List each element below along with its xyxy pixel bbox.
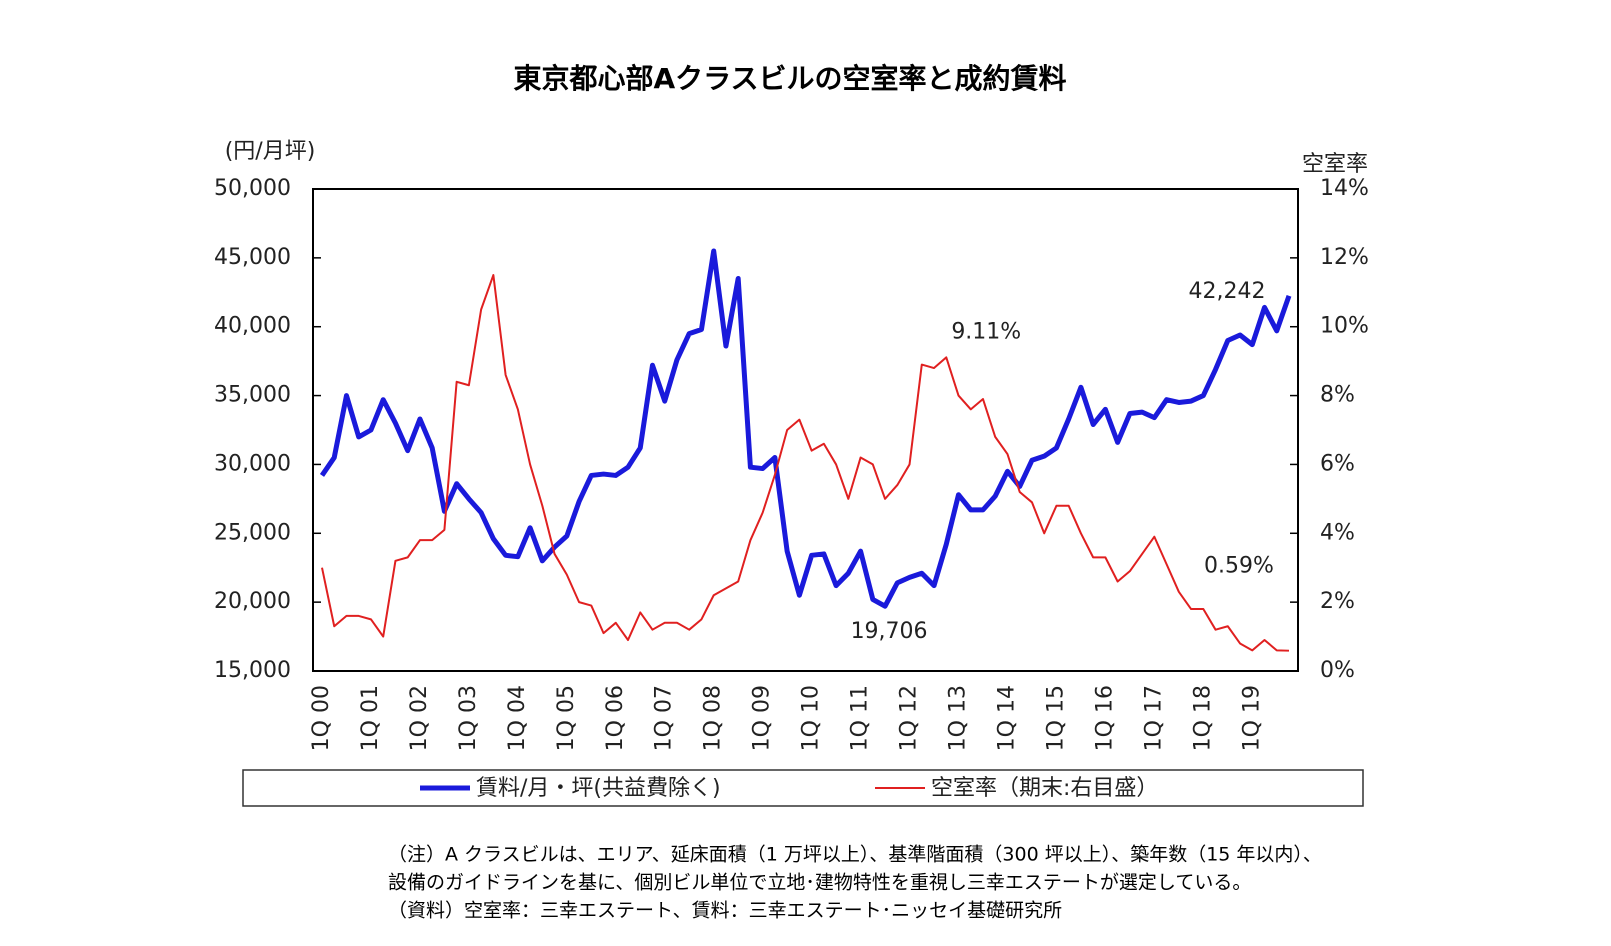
x-tick-label: 1Q 12	[897, 685, 922, 751]
y2-axis-label: 空室率	[1302, 152, 1368, 177]
data-label: 9.11%	[951, 319, 1021, 344]
x-tick-label: 1Q 05	[554, 685, 579, 751]
note: （資料）空室率：三幸エステート、賃料：三幸エステート･ニッセイ基礎研究所	[388, 900, 1062, 922]
chart-title: 東京都心部Aクラスビルの空室率と成約賃料	[513, 62, 1066, 95]
y-axis-label: (円/月坪)	[225, 139, 316, 164]
y2-tick-label: 6%	[1320, 451, 1355, 476]
x-tick-label: 1Q 13	[946, 685, 971, 751]
x-tick-label: 1Q 06	[603, 685, 628, 751]
x-tick-label: 1Q 14	[994, 685, 1019, 751]
x-tick-label: 1Q 02	[407, 685, 432, 751]
x-tick-label: 1Q 08	[701, 685, 726, 751]
data-label: 19,706	[851, 619, 928, 644]
x-tick-label: 1Q 07	[652, 685, 677, 751]
x-tick-label: 1Q 19	[1239, 685, 1264, 751]
data-label: 42,242	[1189, 279, 1266, 304]
x-tick-label: 1Q 03	[456, 685, 481, 751]
x-tick-label: 1Q 16	[1092, 685, 1117, 751]
y-tick-label: 20,000	[214, 589, 291, 614]
x-tick-label: 1Q 11	[848, 685, 873, 751]
y2-tick-label: 8%	[1320, 383, 1355, 408]
x-tick-label: 1Q 04	[505, 685, 530, 751]
data-label: 0.59%	[1204, 554, 1274, 579]
y-tick-label: 30,000	[214, 451, 291, 476]
y-tick-label: 35,000	[214, 383, 291, 408]
y-tick-label: 15,000	[214, 658, 291, 683]
x-tick-label: 1Q 00	[309, 685, 334, 751]
plot-frame	[312, 188, 1299, 672]
note: 設備のガイドラインを基に、個別ビル単位で立地･建物特性を重視し三幸エステートが選…	[388, 872, 1251, 894]
y2-tick-label: 14%	[1320, 176, 1369, 201]
series-line	[321, 274, 1290, 652]
x-tick-label: 1Q 10	[799, 685, 824, 751]
y2-tick-label: 2%	[1320, 589, 1355, 614]
x-tick-label: 1Q 01	[358, 685, 383, 751]
note: （注）A クラスビルは、エリア、延床面積（1 万坪以上）、基準階面積（300 坪…	[388, 844, 1322, 866]
x-tick-label: 1Q 09	[750, 685, 775, 751]
x-tick-label: 1Q 18	[1190, 685, 1215, 751]
y2-tick-label: 12%	[1320, 245, 1369, 270]
y-tick-label: 50,000	[214, 176, 291, 201]
y2-tick-label: 4%	[1320, 520, 1355, 545]
legend-label: 空室率（期末:右目盛）	[931, 776, 1158, 801]
y-tick-label: 25,000	[214, 520, 291, 545]
x-tick-label: 1Q 15	[1043, 685, 1068, 751]
x-tick-label: 1Q 17	[1141, 685, 1166, 751]
y-tick-label: 40,000	[214, 314, 291, 339]
y2-tick-label: 0%	[1320, 658, 1355, 683]
legend-box	[242, 769, 1364, 807]
legend-label: 賃料/月・坪(共益費除く)	[476, 776, 721, 801]
series-line	[319, 248, 1292, 609]
y2-tick-label: 10%	[1320, 314, 1369, 339]
y-tick-label: 45,000	[214, 245, 291, 270]
